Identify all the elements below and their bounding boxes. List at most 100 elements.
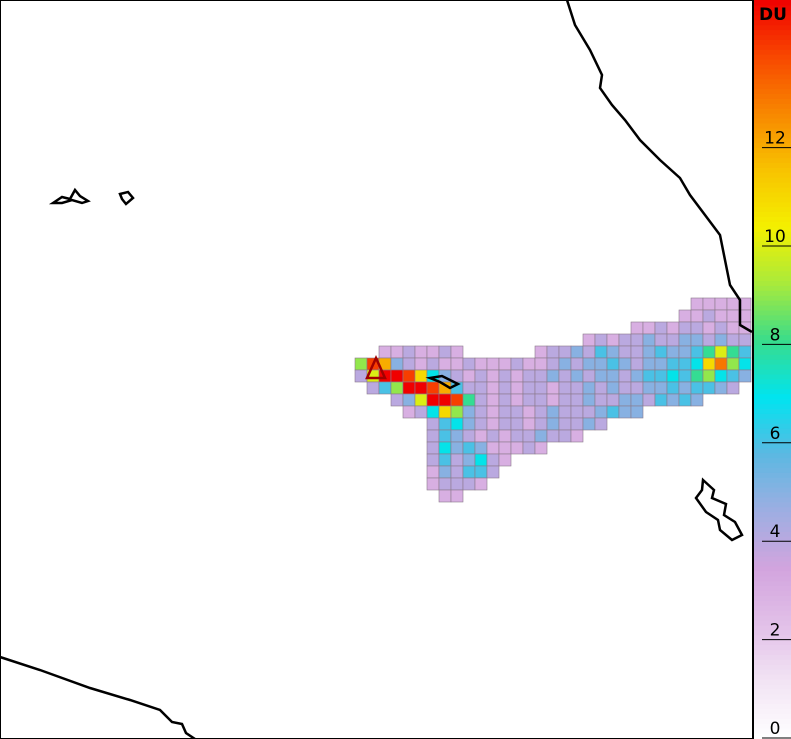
- colorbar-segment: [754, 644, 791, 651]
- plume-cell: [522, 405, 536, 419]
- plume-cell: [510, 369, 524, 383]
- colorbar-segment: [754, 693, 791, 700]
- plume-cell: [426, 477, 440, 491]
- colorbar-segment: [754, 98, 791, 104]
- colorbar-segment: [754, 413, 791, 419]
- plume-cell: [462, 441, 476, 455]
- plume-cell: [702, 321, 716, 335]
- plume-cell: [714, 297, 728, 311]
- plume-cell: [426, 405, 440, 419]
- colorbar-segment: [754, 221, 791, 227]
- plume-cell: [414, 393, 428, 407]
- plume-cell: [438, 453, 452, 467]
- plume-cell: [570, 345, 584, 359]
- plume-cell: [618, 369, 632, 383]
- plume-cell: [426, 393, 440, 407]
- plume-cell: [678, 393, 692, 407]
- colorbar-tick-label: 6: [770, 424, 781, 444]
- plume-cell: [474, 393, 488, 407]
- plume-cell: [546, 369, 560, 383]
- plume-cell: [522, 357, 536, 371]
- plume-cell: [426, 345, 440, 359]
- plume-cell: [510, 381, 524, 395]
- plume-cell: [726, 369, 740, 383]
- colorbar-segment: [754, 600, 791, 606]
- plume-cell: [546, 381, 560, 395]
- colorbar-segment: [754, 349, 791, 355]
- colorbar-segment: [754, 575, 791, 582]
- plume-cell: [534, 381, 548, 395]
- colorbar-title: DU: [759, 5, 787, 25]
- colorbar-segment: [754, 708, 791, 714]
- plume-cell: [438, 429, 452, 443]
- plume-cell: [450, 441, 464, 455]
- plume-cell: [594, 369, 608, 383]
- plume-cell: [654, 393, 668, 407]
- plume-cell: [678, 321, 692, 335]
- colorbar-segment: [754, 83, 791, 90]
- colorbar-segment: [754, 511, 791, 518]
- colorbar-segment: [754, 63, 791, 70]
- plume-cell: [630, 321, 644, 335]
- plume-cell: [690, 393, 704, 407]
- colorbar-segment: [754, 615, 791, 621]
- plume-cell: [582, 369, 596, 383]
- colorbar-tick-label: 2: [770, 621, 781, 641]
- plume-cell: [438, 405, 452, 419]
- volcano-marker: [365, 354, 387, 380]
- plume-cell: [678, 357, 692, 371]
- plume-cell: [618, 357, 632, 371]
- plume-cell: [618, 381, 632, 395]
- plume-cell: [426, 453, 440, 467]
- plume-cell: [474, 405, 488, 419]
- colorbar-segment: [754, 162, 791, 168]
- plume-cell: [666, 321, 680, 335]
- colorbar-segment: [754, 683, 791, 690]
- colorbar: 0 2 4 6 8 10 12: [754, 0, 791, 739]
- colorbar-segment: [754, 118, 791, 124]
- plume-cell: [606, 345, 620, 359]
- island: [48, 187, 91, 205]
- plume-cell: [426, 417, 440, 431]
- colorbar-segment: [754, 147, 791, 154]
- colorbar-segment: [754, 290, 791, 296]
- colorbar-segment: [754, 216, 791, 222]
- plume-cell: [558, 393, 572, 407]
- plume-cell: [582, 357, 596, 371]
- island: [425, 374, 461, 390]
- colorbar-segment: [754, 275, 791, 282]
- colorbar-segment: [754, 309, 791, 316]
- colorbar-segment: [754, 654, 791, 660]
- plume-cell: [690, 333, 704, 347]
- plume-cell: [402, 369, 416, 383]
- plume-cell: [498, 381, 512, 395]
- colorbar-segment: [754, 211, 791, 218]
- colorbar-segment: [754, 428, 791, 434]
- colorbar-tick-label: 12: [764, 129, 786, 149]
- plume-cell: [654, 381, 668, 395]
- colorbar-segment: [754, 34, 791, 40]
- plume-cell: [582, 381, 596, 395]
- plume-cell: [450, 405, 464, 419]
- plume-cell: [402, 405, 416, 419]
- plume-cell: [726, 357, 740, 371]
- colorbar-segment: [754, 649, 791, 655]
- colorbar-segment: [754, 270, 791, 277]
- colorbar-segment: [754, 437, 791, 444]
- plume-cell: [438, 477, 452, 491]
- plume-cell: [402, 381, 416, 395]
- colorbar-segment: [754, 408, 791, 414]
- plume-cell: [450, 429, 464, 443]
- plume-cell: [738, 357, 752, 371]
- plume-cell: [498, 441, 512, 455]
- plume-cell: [666, 393, 680, 407]
- plume-cell: [606, 381, 620, 395]
- plume-cell: [642, 357, 656, 371]
- plume-cell: [690, 321, 704, 335]
- colorbar-segment: [754, 88, 791, 95]
- colorbar-segment: [754, 295, 791, 301]
- plume-cell: [582, 405, 596, 419]
- colorbar-segment: [754, 418, 791, 424]
- colorbar-segment: [754, 383, 791, 390]
